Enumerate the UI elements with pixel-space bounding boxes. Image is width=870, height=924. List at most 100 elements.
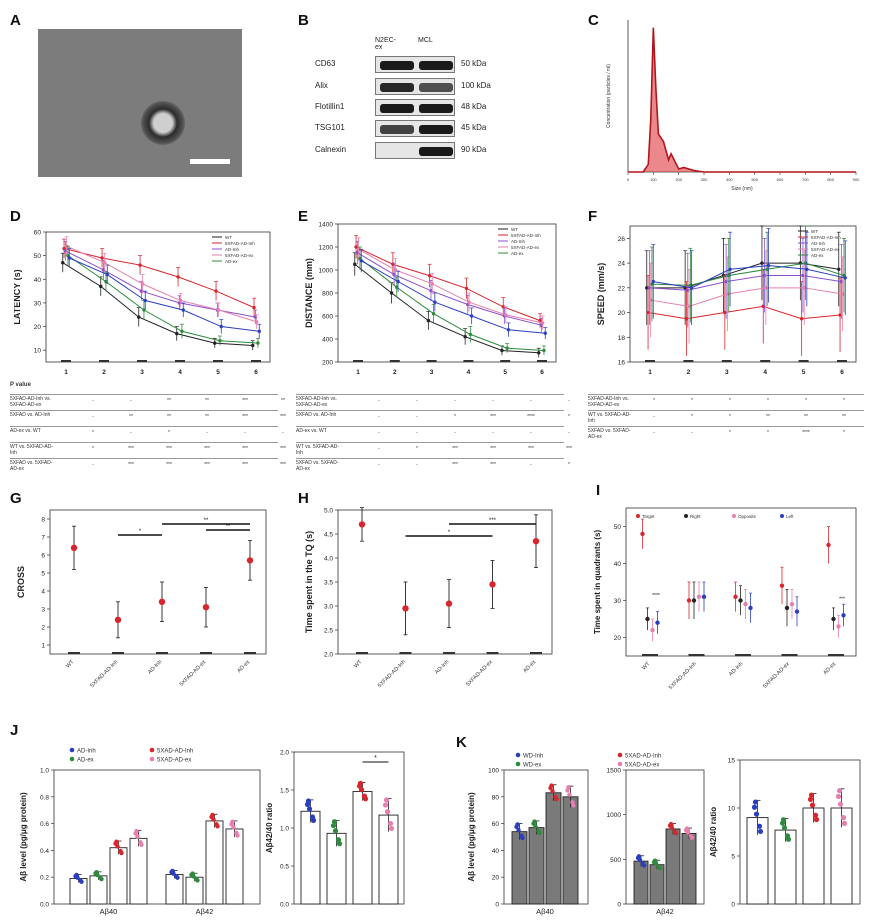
x-tick-label: 2 [102,369,106,376]
x-tick-label: 300 [701,177,708,182]
data-point [395,285,399,289]
series-line [67,255,258,344]
legend-label: 5XFAD-AD-Inh [811,235,841,240]
pvalue-mark: * [691,414,693,420]
data-point [807,796,814,802]
y-axis-label: CROSS [16,566,26,598]
bar [89,875,108,905]
legend-label: WT [511,227,518,232]
data-point [684,317,689,321]
data-point [803,261,808,265]
pvalue-comparison: 5XFAD vs. 5XFAD-AD-ex [10,460,53,472]
data-point [251,343,255,348]
x-tick-label: AD-ex [236,659,251,674]
data-point [733,594,738,599]
data-point [686,598,692,603]
pvalue-mark: * [568,414,570,420]
data-point [689,835,695,840]
x-tick-mark [61,360,71,362]
series-line [358,248,543,324]
pvalue-mark: - [416,462,418,468]
blot-kda-label: 45 kDa [461,123,487,132]
data-point [515,822,520,827]
x-tick-label: Aβ40 [536,907,554,916]
pvalue-comparison: 5XFAD vs. AD-Inh [10,412,51,418]
x-tick-mark [251,360,261,362]
pvalue-mark: *** [204,462,210,468]
data-point [445,600,453,607]
data-point [137,315,141,319]
y-tick-label: 30 [614,598,622,605]
data-point [751,804,758,810]
data-point [464,286,469,291]
x-tick-label: 4 [178,369,182,376]
x-tick-label: 5XFAD-AD-ex [465,659,494,688]
blot-protein-label: CD63 [315,59,336,68]
significance-label: ** [204,518,209,524]
data-point [533,824,538,829]
pvalue-table-e: 5XFAD-AD-Inh vs. 5XFAD-AD-ex - - - - - -5XFAD … [296,382,572,482]
pvalue-mark: - [568,430,570,436]
y-tick-label: 0.0 [280,902,289,909]
pvalue-mark: - [530,398,532,404]
pvalue-mark: - [378,462,380,468]
y-tick-label: 50 [614,524,622,531]
pvalue-mark: * [729,414,731,420]
legend-label: WT [811,229,818,234]
data-point [839,279,844,284]
data-point [500,348,504,353]
x-tick-label: Aβ42 [656,907,674,916]
x-tick-label: 6 [840,369,844,376]
data-point [202,604,210,611]
x-tick-label: 600 [777,177,784,182]
data-point [550,788,555,794]
data-point [532,819,537,824]
y-tick-label: 4.5 [324,532,333,539]
data-point [214,289,218,293]
pvalue-mark: ** [842,414,846,420]
data-point [781,825,788,831]
legend-label: AD-Inh [77,749,96,755]
pvalue-comparison: 5XFAD vs. 5XFAD-AD-ex [588,428,631,440]
pvalue-row: 5XFAD vs. 5XFAD-AD-ex - - * * **** * [588,426,864,440]
data-point [254,320,259,324]
abeta40-chart-k: 0 20 40 60 80 100 Aβ level (pg/μg protein) Aβ40… [467,752,589,916]
pvalue-mark: - [282,430,284,436]
pvalue-mark: *** [204,446,210,452]
y-tick-label: 6 [41,553,45,560]
x-tick-label: Aβ40 [100,907,118,916]
legend-label: WT [225,235,232,240]
panel-label-b: B [298,12,309,29]
scale-bar [190,159,230,164]
y-axis-label: LATENCY (s) [14,269,22,324]
blot-band [419,61,453,70]
x-tick-mark [213,360,223,362]
data-point [332,828,339,834]
legend-swatch [515,761,521,767]
pvalue-comparison: WT vs. 5XFAD-AD-Inh [296,444,339,456]
data-point [838,313,842,317]
data-point [389,291,394,295]
legend-label: 5XAD-AD-Inh [625,754,661,760]
blot-band [419,147,453,156]
pvalue-mark: ** [167,414,171,420]
data-point [753,811,760,817]
data-point [463,335,467,339]
data-point [211,817,216,822]
y-tick-label: 60 [34,230,42,237]
data-point [246,557,254,564]
y-tick-label: 1500 [607,768,622,775]
x-tick-mark [486,652,499,654]
data-point [430,282,434,286]
blot-kda-label: 90 kDa [461,145,487,154]
data-point [79,879,84,884]
data-point [431,312,436,316]
x-tick-mark [642,654,658,656]
pvalue-mark: * [767,398,769,404]
series-line [63,248,255,309]
data-point [384,809,391,815]
pvalue-mark: * [454,414,456,420]
data-point [657,866,663,871]
exosome-particle [141,101,185,145]
x-tick-mark [537,360,547,362]
